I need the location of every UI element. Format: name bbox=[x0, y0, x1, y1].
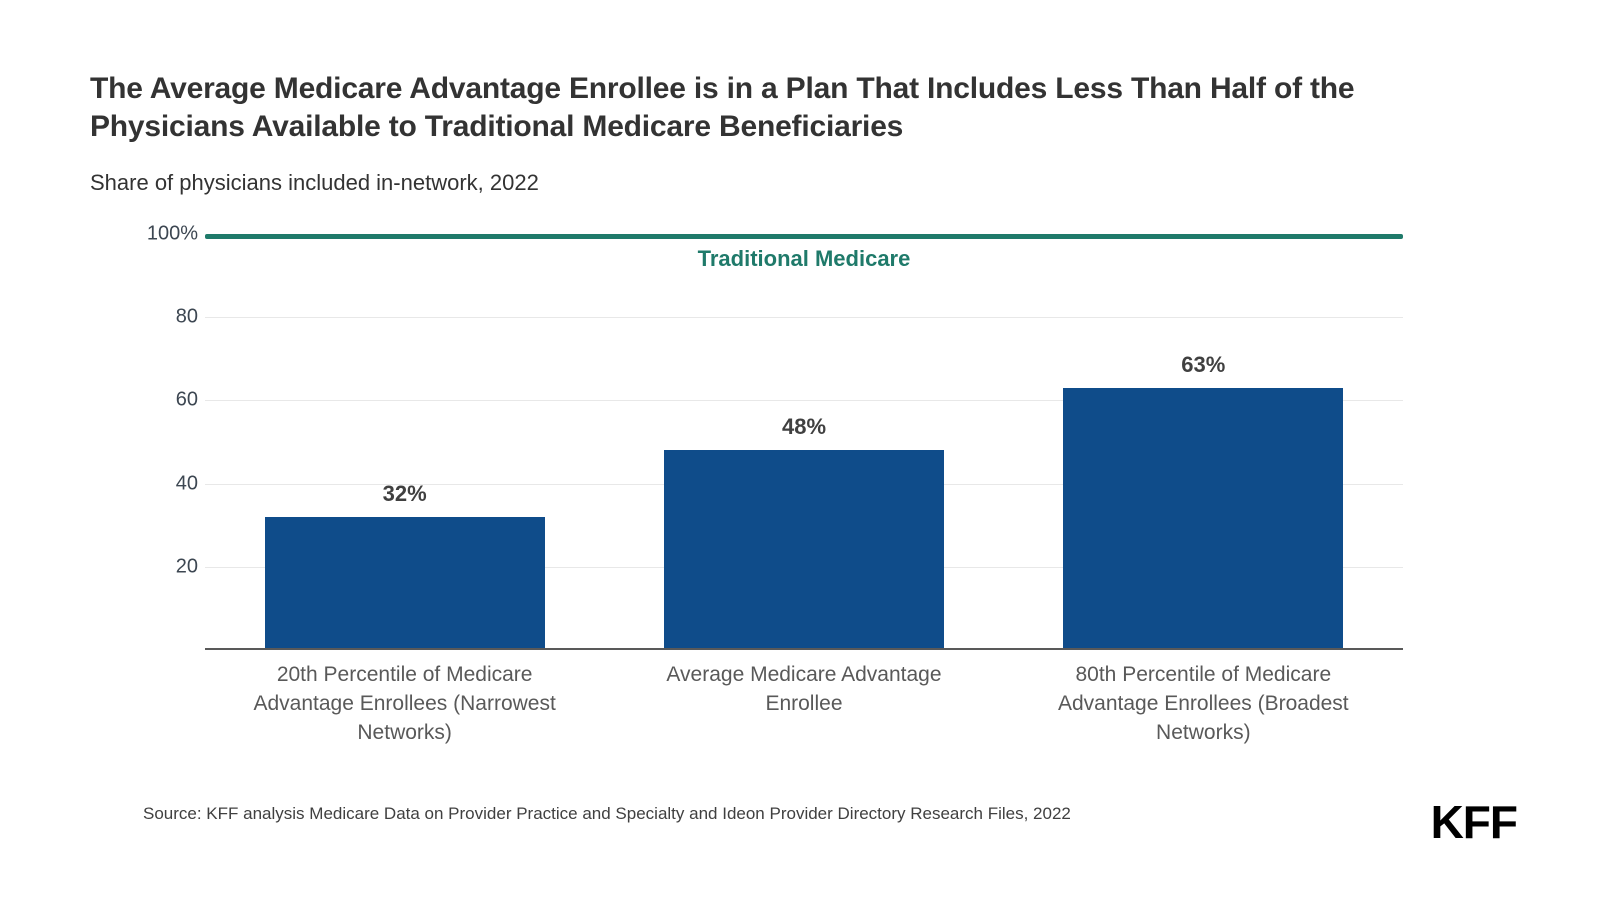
kff-logo: KFF bbox=[1430, 796, 1518, 848]
bar bbox=[264, 516, 545, 650]
chart-title: The Average Medicare Advantage Enrollee … bbox=[90, 72, 1355, 143]
bar bbox=[663, 450, 944, 650]
category-label: Average Medicare Advantage Enrollee bbox=[666, 663, 942, 715]
y-tick-label: 40 bbox=[175, 472, 198, 495]
bar bbox=[1063, 387, 1344, 650]
y-tick-label: 60 bbox=[175, 388, 198, 411]
reference-line bbox=[205, 234, 1403, 239]
bar-value-label: 32% bbox=[382, 480, 427, 506]
y-axis: 100% 80 60 40 20 bbox=[80, 223, 198, 650]
bar-slot: 48% bbox=[604, 234, 1003, 650]
bar-slot: 63% bbox=[1004, 234, 1403, 650]
y-tick-label: 20 bbox=[175, 555, 198, 578]
y-tick-label: 100% bbox=[146, 222, 198, 245]
reference-line-label: Traditional Medicare bbox=[697, 246, 911, 271]
bar-value-label: 48% bbox=[781, 414, 827, 440]
source-note: Source: KFF analysis Medicare Data on Pr… bbox=[143, 804, 1071, 823]
bar-slot: 32% bbox=[205, 234, 604, 650]
x-axis-line bbox=[205, 648, 1403, 650]
plot-area: Traditional Medicare 32% 48% 63% bbox=[205, 234, 1403, 650]
bar-value-label: 63% bbox=[1181, 351, 1226, 377]
gridline bbox=[205, 400, 1403, 402]
category-axis: 20th Percentile of Medicare Advantage En… bbox=[205, 660, 1403, 747]
category-label: 80th Percentile of Medicare Advantage En… bbox=[1057, 663, 1349, 744]
bars-layer: 32% 48% 63% bbox=[205, 234, 1403, 650]
y-tick-label: 80 bbox=[175, 305, 198, 328]
category-label: 20th Percentile of Medicare Advantage En… bbox=[253, 663, 556, 744]
chart-subtitle: Share of physicians included in-network,… bbox=[90, 170, 539, 195]
gridline bbox=[205, 317, 1403, 319]
